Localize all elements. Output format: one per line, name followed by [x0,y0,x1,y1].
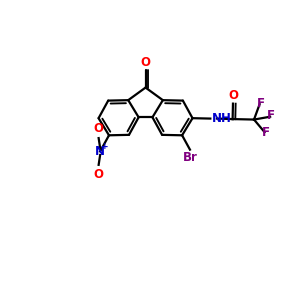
Text: F: F [267,109,275,122]
Text: F: F [262,127,270,140]
Text: O: O [94,167,103,181]
Text: O: O [140,56,151,69]
Text: O: O [94,122,103,135]
Text: NH: NH [212,112,231,125]
Text: F: F [257,97,265,110]
Text: Br: Br [182,152,197,164]
Text: O: O [228,89,238,102]
Text: +: + [101,142,109,151]
Text: N: N [95,145,105,158]
